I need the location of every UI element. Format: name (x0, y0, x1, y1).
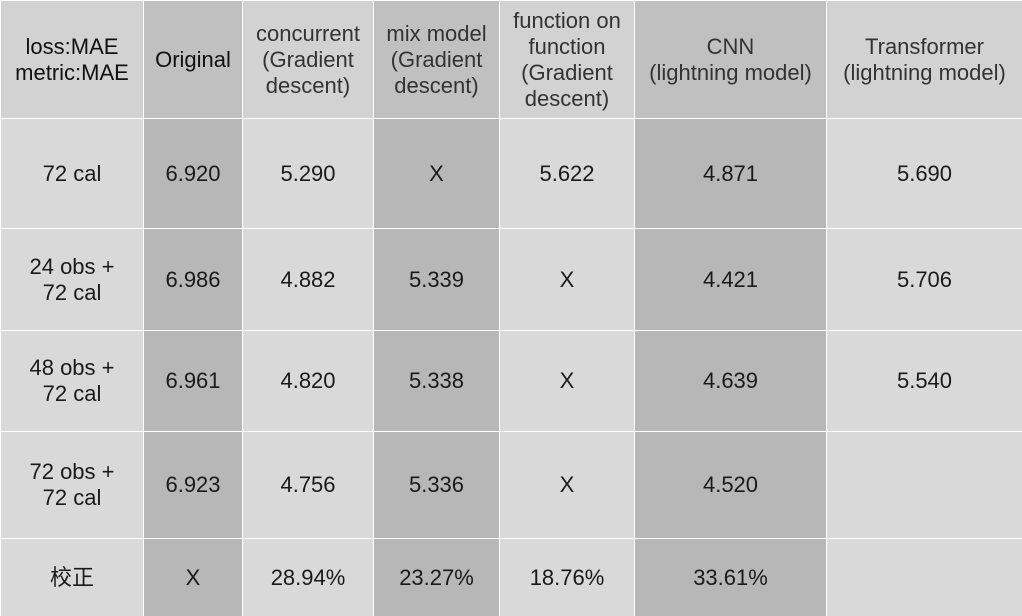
cell-function-on-function: 18.76% (499, 538, 635, 616)
cell-mix-model: X (373, 118, 500, 229)
cell-original: 6.986 (143, 228, 243, 331)
table-row: 72 cal 6.920 5.290 X 5.622 4.871 5.690 (0, 118, 1022, 229)
row-label: 48 obs +72 cal (0, 330, 144, 432)
header-cnn: CNN (lightning model) (634, 0, 827, 119)
table-row: 48 obs +72 cal 6.961 4.820 5.338 X 4.639… (0, 330, 1022, 432)
cell-cnn: 4.421 (634, 228, 827, 331)
row-label: 72 cal (0, 118, 144, 229)
cell-cnn: 4.871 (634, 118, 827, 229)
row-label: 72 obs +72 cal (0, 431, 144, 539)
cell-original: 6.961 (143, 330, 243, 432)
cell-original: 6.923 (143, 431, 243, 539)
cell-function-on-function: X (499, 431, 635, 539)
cell-concurrent: 28.94% (242, 538, 374, 616)
cell-mix-model: 5.339 (373, 228, 500, 331)
cell-mix-model: 5.338 (373, 330, 500, 432)
row-label: 24 obs +72 cal (0, 228, 144, 331)
cell-transformer: 5.690 (826, 118, 1022, 229)
table-row: 校正 X 28.94% 23.27% 18.76% 33.61% (0, 538, 1022, 616)
header-transformer: Transformer (lightning model) (826, 0, 1022, 119)
cell-transformer (826, 431, 1022, 539)
header-concurrent: concurrent (Gradient descent) (242, 0, 374, 119)
header-loss-metric: loss:MAE metric:MAE (0, 0, 144, 119)
table-row: 24 obs +72 cal 6.986 4.882 5.339 X 4.421… (0, 228, 1022, 331)
header-original: Original (143, 0, 243, 119)
cell-transformer: 5.706 (826, 228, 1022, 331)
cell-cnn: 4.520 (634, 431, 827, 539)
cell-transformer: 5.540 (826, 330, 1022, 432)
cell-concurrent: 5.290 (242, 118, 374, 229)
cell-function-on-function: X (499, 330, 635, 432)
header-row: loss:MAE metric:MAE Original concurrent (G… (0, 0, 1022, 119)
cell-cnn: 4.639 (634, 330, 827, 432)
cell-original: 6.920 (143, 118, 243, 229)
cell-mix-model: 5.336 (373, 431, 500, 539)
table-row: 72 obs +72 cal 6.923 4.756 5.336 X 4.520 (0, 431, 1022, 539)
cell-mix-model: 23.27% (373, 538, 500, 616)
row-label: 校正 (0, 538, 144, 616)
cell-function-on-function: X (499, 228, 635, 331)
header-mix-model: mix model (Gradient descent) (373, 0, 500, 119)
cell-original: X (143, 538, 243, 616)
cell-concurrent: 4.820 (242, 330, 374, 432)
cell-concurrent: 4.756 (242, 431, 374, 539)
cell-concurrent: 4.882 (242, 228, 374, 331)
cell-transformer (826, 538, 1022, 616)
cell-function-on-function: 5.622 (499, 118, 635, 229)
header-function-on-function: function on function (Gradient descent) (499, 0, 635, 119)
cell-cnn: 33.61% (634, 538, 827, 616)
